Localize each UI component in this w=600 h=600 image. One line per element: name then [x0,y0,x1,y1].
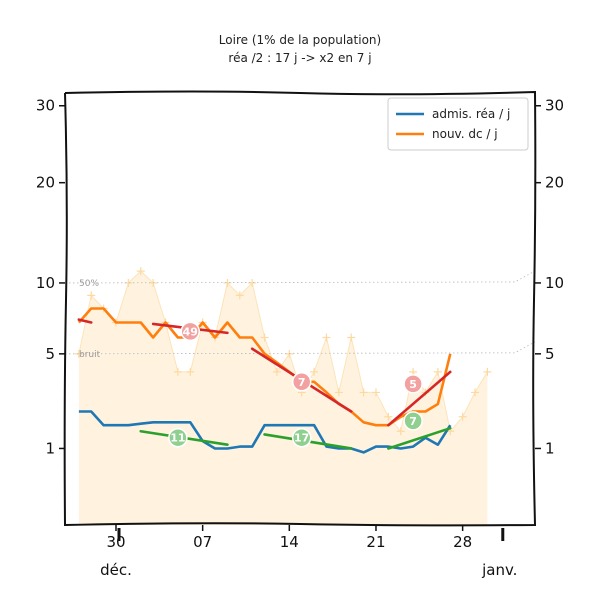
legend [387,97,529,151]
trend-badge-label: 17 [294,432,309,445]
fill-point-marker [322,333,331,342]
fill-area [78,271,488,525]
fill-point-marker [310,367,319,376]
plot-frame [63,90,537,527]
trend-badge [403,411,423,431]
trend-badge [168,427,188,448]
fill-point-marker [384,412,393,421]
series-line-0 [78,410,452,454]
fill-point-marker [87,291,96,300]
y-tick-label: 5 [545,345,555,363]
y-tick-label: 20 [36,174,55,192]
trend-badge [180,321,201,342]
fill-point-marker [173,367,182,376]
reference-line-label: 50% [79,279,99,289]
y-tick-label: 10 [36,274,55,292]
y-tick-label: 30 [545,97,564,115]
x-tick-label: 28 [453,533,472,551]
trend-badge-label: 11 [170,432,185,445]
x-tick-label: 07 [193,533,212,551]
month-label: janv. [481,561,517,579]
legend-label: admis. réa / j [432,107,510,121]
y-tick-label: 1 [45,439,55,457]
fill-point-marker [186,367,195,376]
legend-label: nouv. dc / j [432,127,498,141]
fill-point-marker [458,412,467,421]
fill-point-marker [235,291,244,300]
fill-point-marker [285,349,294,358]
fill-point-marker [371,388,380,397]
reference-line-label: bruit [79,350,101,360]
fill-point-marker [347,333,356,342]
chart-subtitle: réa /2 : 17 j -> x2 en 7 j [228,51,371,65]
x-tick-label: 21 [366,533,385,551]
trend-line [77,318,93,324]
y-tick-label: 30 [36,97,55,115]
trend-badge [291,372,312,392]
fill-point-marker [260,333,269,342]
fill-point-marker [359,388,368,397]
y-tick-label: 5 [45,345,55,363]
fill-point-marker [272,367,281,376]
x-tick-label: 30 [106,533,125,551]
fill-point-marker [483,367,492,376]
y-tick-label: 1 [545,439,555,457]
trend-badge-label: 7 [298,376,306,389]
reference-line [64,270,536,284]
trend-badge [291,427,312,448]
trend-line [387,426,452,450]
trend-badge-label: 7 [409,415,417,428]
y-tick-label: 20 [545,174,564,192]
trend-badge-label: 5 [409,378,417,391]
fill-point-marker [248,278,257,287]
month-label: déc. [100,561,132,579]
fill-point-marker [433,367,442,376]
x-tick-label: 14 [280,533,299,551]
trend-line [387,370,452,427]
y-tick-label: 10 [545,274,564,292]
chart-title: Loire (1% de la population) [219,33,381,47]
trend-badge [403,374,423,394]
trend-badge-label: 49 [183,325,198,338]
fill-point-marker [136,267,145,276]
fill-point-marker [471,388,480,397]
fill-point-marker [334,388,343,397]
reference-line [64,341,536,355]
fill-point-marker [396,427,405,436]
